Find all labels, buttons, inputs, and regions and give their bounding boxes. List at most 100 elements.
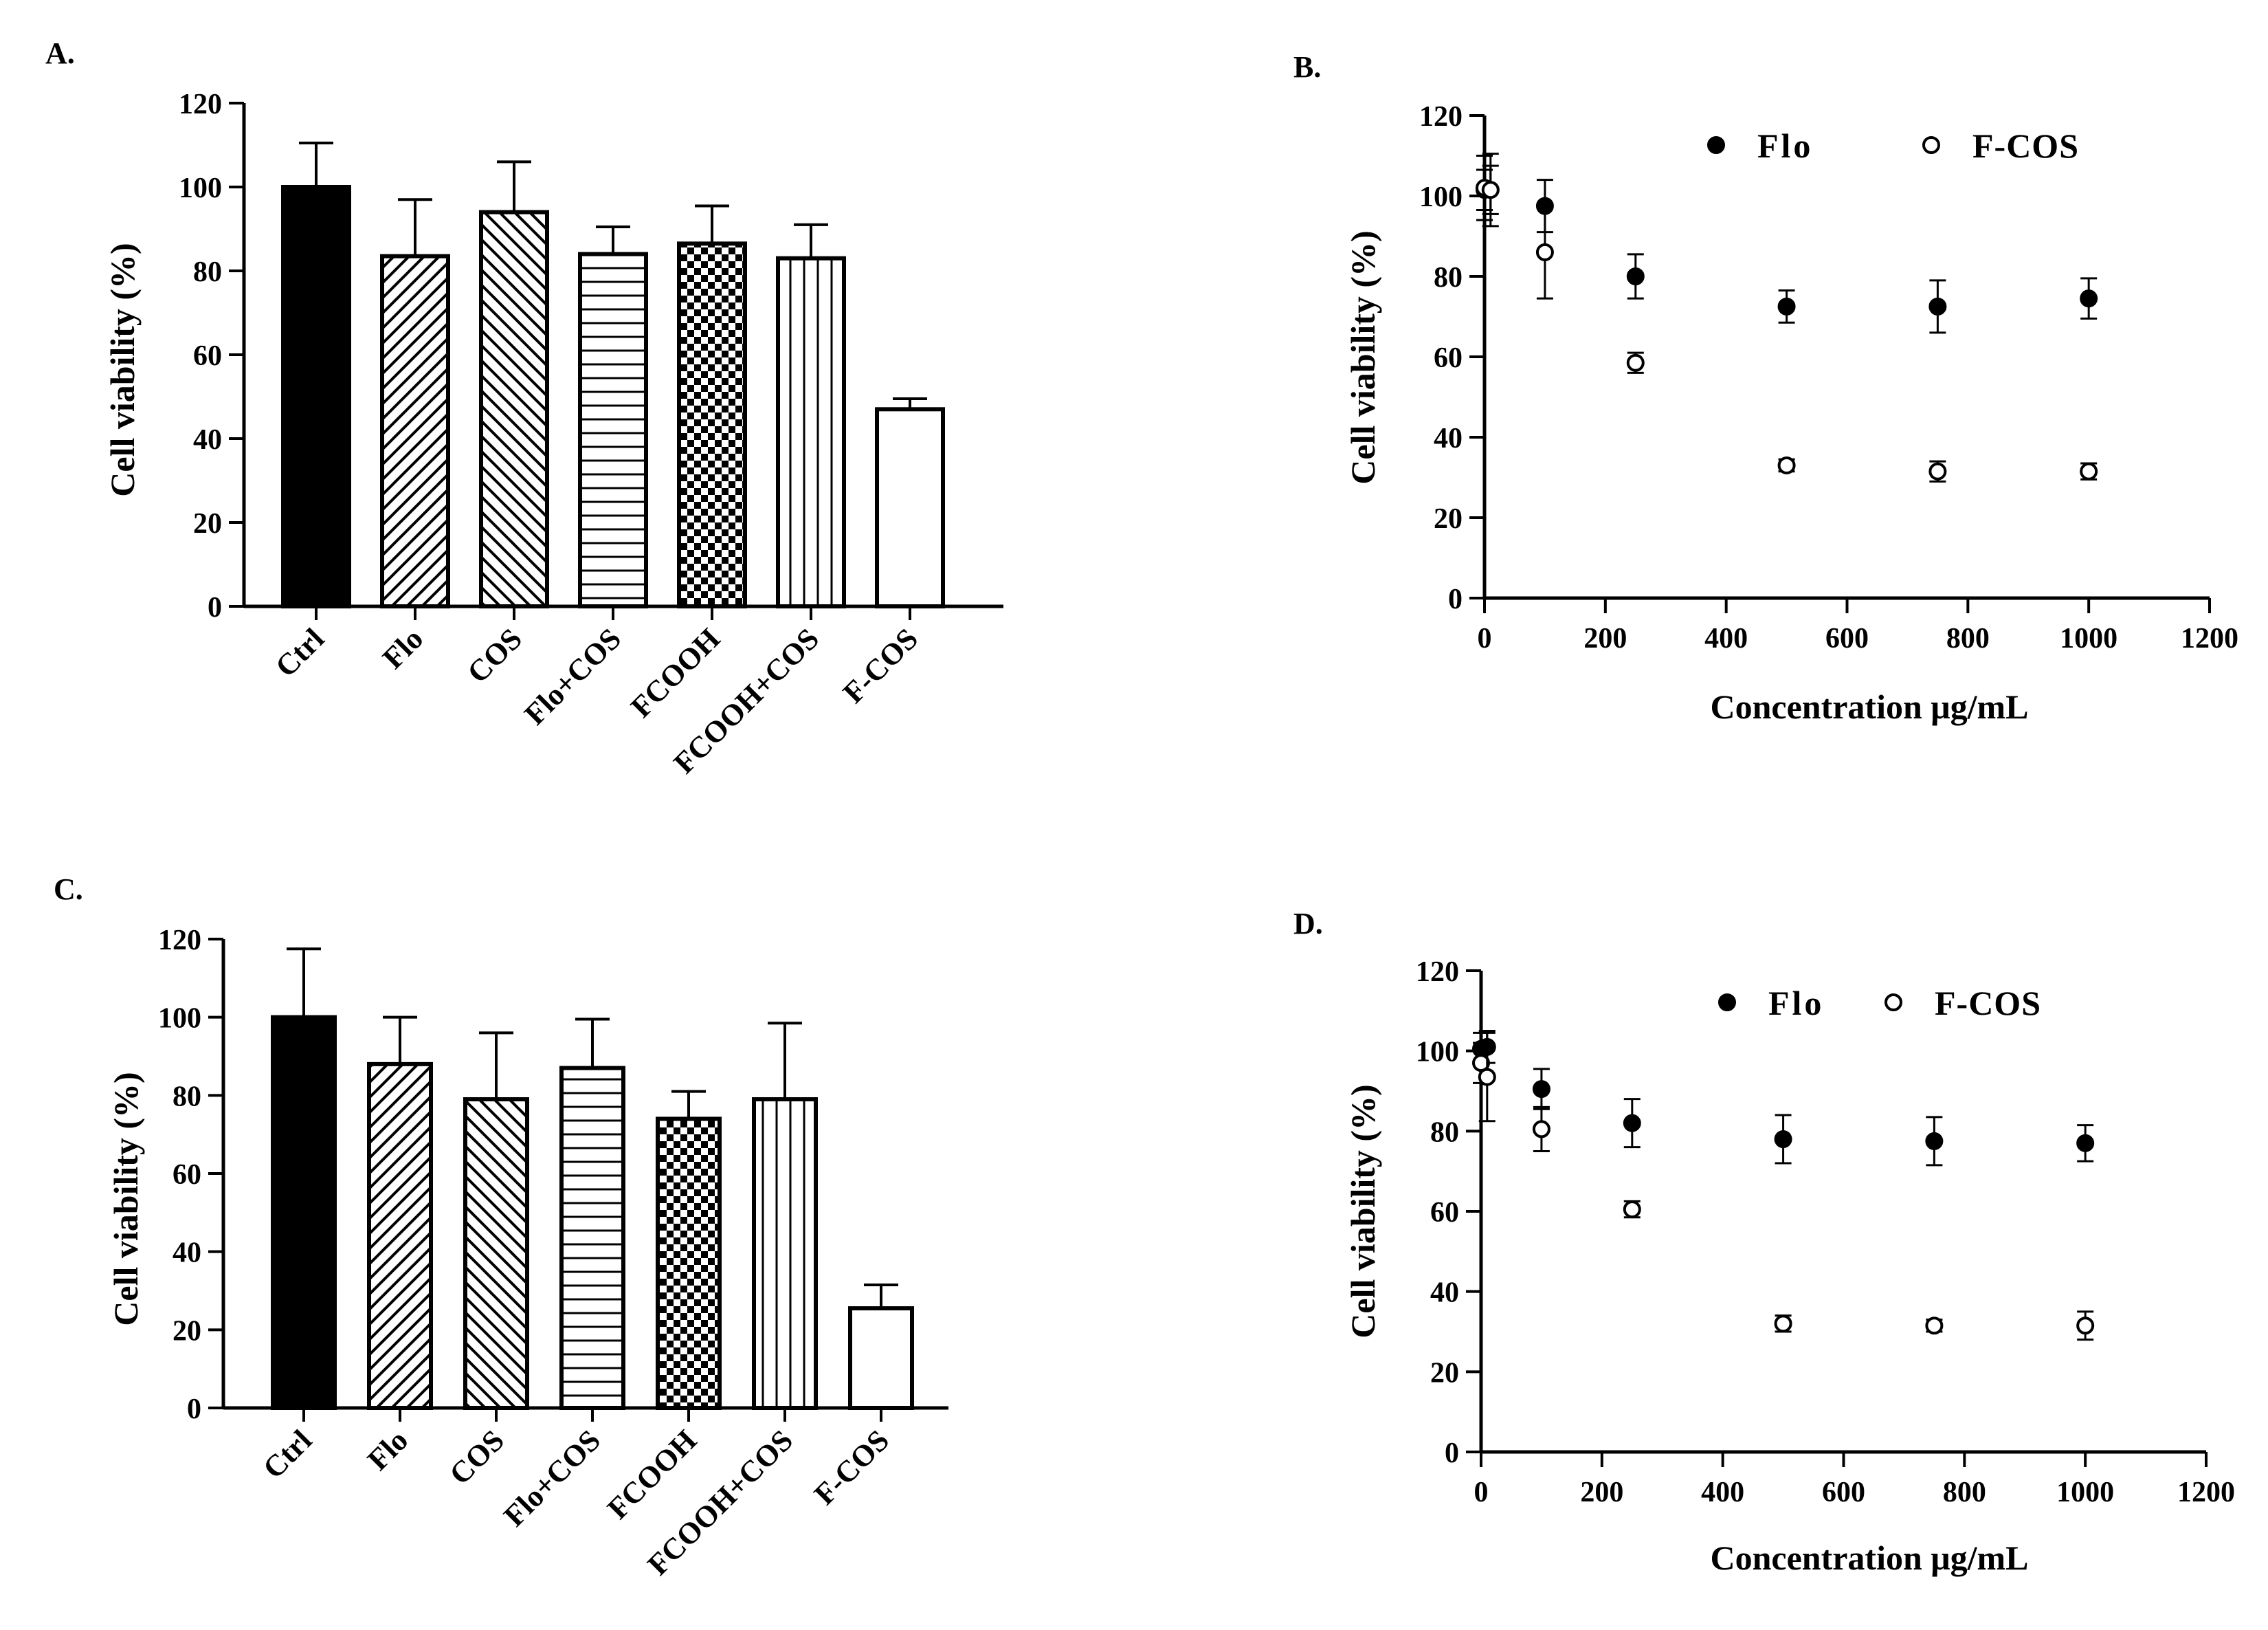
y-tick-label: 100 [179, 173, 222, 204]
x-tick-label: Ctrl [269, 621, 331, 683]
x-tick-label: 400 [1704, 623, 1748, 654]
point-f-cos [2076, 1317, 2095, 1335]
y-tick-label: 0 [187, 1394, 201, 1425]
x-tick-label: 0 [1478, 623, 1492, 654]
y-tick-label: 80 [173, 1081, 201, 1112]
panel-b: B. Cell viability (%) Concentration μg/m… [1293, 50, 2238, 726]
point-f-cos [1478, 1068, 1496, 1086]
y-tick-label: 80 [1434, 262, 1463, 294]
y-tick-label: 60 [1430, 1197, 1459, 1229]
point-f-cos [1532, 1120, 1550, 1138]
point-f-cos [1777, 456, 1796, 474]
x-tick-label: 1000 [2060, 623, 2117, 654]
y-axis-label: Cell viability (%) [1344, 1084, 1382, 1338]
y-tick-label: 20 [193, 508, 222, 540]
x-tick-label: Flo [361, 1423, 414, 1477]
point-f-cos [1774, 1314, 1792, 1333]
y-tick-label: 80 [193, 256, 222, 288]
y-axis-label: Cell viability (%) [1344, 230, 1382, 484]
x-tick-label: COS [443, 1423, 511, 1491]
point-f-cos [1535, 243, 1554, 261]
x-tick-label: 1200 [2177, 1477, 2235, 1508]
bar-flo [380, 254, 450, 608]
legend-marker [1885, 993, 1902, 1011]
x-tick-label: 1000 [2056, 1477, 2114, 1508]
legend-marker [1707, 136, 1725, 154]
y-tick-label: 120 [179, 89, 222, 120]
y-tick-label: 0 [1448, 584, 1463, 615]
y-tick-label: 100 [158, 1003, 201, 1035]
y-tick-label: 0 [208, 592, 222, 624]
bar-cos [463, 1097, 529, 1411]
bar-ctrl [281, 185, 351, 608]
panel-c: C. Cell viability (%) 0 20 40 60 80 100 120 Ctr… [54, 872, 948, 1582]
point-f-cos [1925, 1317, 1944, 1335]
point-f-cos [1623, 1200, 1641, 1219]
x-tick-label: Ctrl [256, 1423, 318, 1485]
legend-label: Flo [1757, 126, 1813, 165]
panel-label: C. [54, 872, 83, 906]
x-tick-label: 1200 [2181, 623, 2238, 654]
panel-label: D. [1293, 907, 1323, 940]
x-tick-label: 800 [1943, 1477, 1986, 1508]
x-tick-label: F-COS [808, 1423, 896, 1511]
x-axis-label: Concentration μg/mL [1710, 687, 2028, 726]
y-tick-label: 60 [193, 340, 222, 372]
panel-label: B. [1293, 50, 1321, 84]
x-tick-label: 400 [1701, 1477, 1744, 1508]
x-tick-label: 0 [1474, 1477, 1489, 1508]
bar-flo-cos [559, 1066, 625, 1411]
point-f-cos [1626, 353, 1645, 372]
point-flo [1532, 1080, 1550, 1099]
y-tick-label: 60 [173, 1159, 201, 1191]
point-flo [2076, 1134, 2095, 1152]
y-tick-label: 20 [173, 1315, 201, 1347]
point-flo [1928, 297, 1947, 316]
point-flo [1623, 1114, 1641, 1132]
point-f-cos [1481, 181, 1500, 199]
y-tick-label: 40 [1434, 423, 1463, 454]
legend-label: Flo [1768, 984, 1824, 1022]
legend-label: F-COS [1972, 126, 2079, 165]
y-tick-label: 20 [1430, 1357, 1459, 1389]
x-tick-label: 600 [1822, 1477, 1865, 1508]
y-tick-label: 40 [193, 424, 222, 456]
x-tick-label: 600 [1825, 623, 1869, 654]
y-tick-label: 40 [173, 1237, 201, 1269]
legend-marker [1718, 993, 1736, 1011]
x-tick-label: 800 [1946, 623, 1990, 654]
x-tick-label: Flo+COS [518, 621, 628, 731]
point-flo [1777, 297, 1796, 316]
x-tick-label: Flo+COS [498, 1423, 608, 1533]
point-flo [1774, 1130, 1792, 1148]
x-tick-label: COS [460, 621, 529, 690]
bar-flo [367, 1061, 433, 1411]
y-tick-label: 40 [1430, 1277, 1459, 1309]
bar-f-cos [875, 407, 945, 608]
point-flo [2080, 289, 2098, 308]
point-f-cos [2080, 462, 2098, 481]
y-tick-label: 100 [1419, 181, 1463, 213]
x-axis-label: Concentration μg/mL [1710, 1539, 2028, 1577]
y-tick-label: 120 [158, 925, 201, 956]
bar-fcooh [677, 241, 747, 609]
y-axis-label: Cell viability (%) [107, 1072, 145, 1325]
y-tick-label: 120 [1419, 101, 1463, 133]
bar-flo-cos [578, 252, 648, 609]
legend-label: F-COS [1935, 984, 2041, 1022]
bar-ctrl [271, 1015, 337, 1410]
bar-cos [479, 210, 549, 609]
point-flo [1925, 1132, 1944, 1150]
legend-marker [1922, 136, 1940, 154]
x-tick-label: 200 [1580, 1477, 1623, 1508]
x-tick-label: FCOOH [624, 621, 726, 724]
x-tick-label: Flo [376, 621, 430, 675]
y-axis-label: Cell viability (%) [103, 243, 142, 496]
y-tick-label: 80 [1430, 1116, 1459, 1148]
bar-fcooh [656, 1116, 722, 1411]
bar-f-cos [848, 1306, 914, 1410]
